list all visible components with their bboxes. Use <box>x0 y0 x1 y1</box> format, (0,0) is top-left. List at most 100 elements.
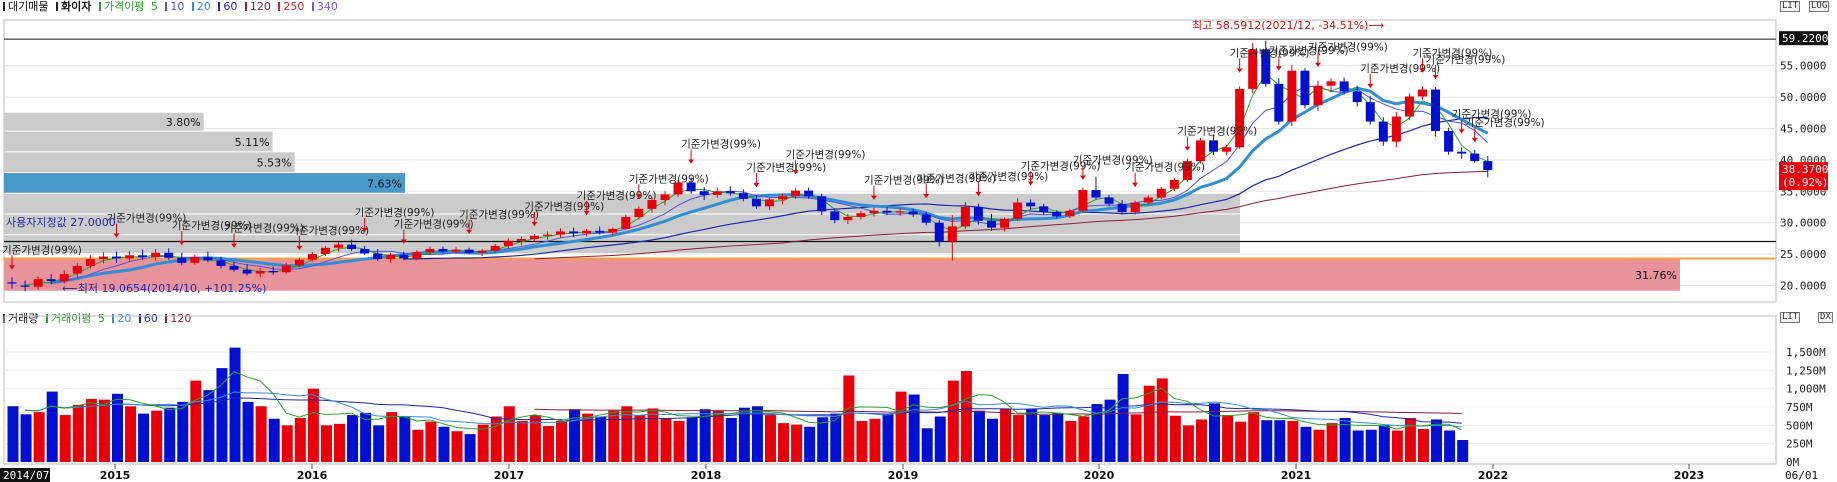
volume-tick-label: 750M <box>1786 401 1813 414</box>
adjustment-marker-arrow <box>1471 137 1478 142</box>
candle-body <box>817 196 827 212</box>
legend-volume[interactable]: 거래량 <box>8 312 39 325</box>
volume-bar <box>1222 415 1234 462</box>
x-tick-label: 2016 <box>297 469 328 482</box>
candle-body <box>281 265 291 273</box>
candle-body <box>294 259 304 266</box>
candle-body <box>686 182 696 192</box>
candle-body <box>647 200 657 209</box>
linear-scale-button[interactable]: LIT <box>1780 1 1801 12</box>
candle-body <box>1052 211 1062 217</box>
volume-bar <box>177 401 189 462</box>
legend-volume-ma[interactable]: 거래이평 <box>50 312 92 325</box>
legend-vma-120[interactable]: 120 <box>170 312 192 325</box>
volume-bar <box>1117 374 1129 462</box>
adjustment-label: 기준가변경(99%) <box>355 206 435 219</box>
candle-body <box>1261 49 1271 84</box>
legend-ma-10[interactable]: 10 <box>170 0 185 13</box>
volume-bar <box>242 401 254 462</box>
adjustment-label: 기준가변경(99%) <box>459 208 539 221</box>
legend-ticker[interactable]: 화이자 <box>60 0 92 13</box>
candle-body <box>85 259 95 266</box>
candle-body <box>1000 218 1010 228</box>
volume-bar <box>1300 426 1312 462</box>
volume-bar <box>503 406 515 462</box>
adjustment-label: 기준가변경(99%) <box>864 174 944 187</box>
adjustment-marker-arrow <box>1315 62 1321 67</box>
close-panel-button[interactable]: DX <box>1818 312 1833 323</box>
legend-vma-20[interactable]: 20 <box>117 312 132 325</box>
volume-bar <box>320 425 332 462</box>
x-tick-label: 2015 <box>100 469 131 482</box>
candle-body <box>1417 89 1427 97</box>
adjustment-marker-arrow <box>583 210 590 215</box>
volume-bar <box>490 416 502 462</box>
candle-body <box>608 228 618 233</box>
candle-body <box>856 213 866 217</box>
legend-ma-120[interactable]: 120 <box>249 0 271 13</box>
candle-body <box>334 244 343 248</box>
low-annotation: ⟵최저 19.0654(2014/10, +101.25%) <box>62 282 266 295</box>
log-scale-button[interactable]: LOG <box>1809 1 1830 12</box>
volume-bar <box>516 420 528 462</box>
current-price-label-bg <box>1779 162 1828 191</box>
legend-ma-5[interactable]: 5 <box>150 0 158 13</box>
volume-ma5-line <box>25 371 1462 431</box>
candle-body <box>190 257 200 263</box>
candle-body <box>111 256 121 259</box>
volume-bar <box>817 417 829 462</box>
candle-body <box>947 226 957 242</box>
adjustment-marker-arrow <box>635 194 642 199</box>
adjustment-label: 기준가변경(99%) <box>916 172 996 185</box>
adjustment-marker-arrow <box>113 233 120 238</box>
legend-vma-60[interactable]: 60 <box>143 312 158 325</box>
volume-bar <box>1274 420 1286 462</box>
volume-bar <box>569 409 581 462</box>
candle-body <box>255 271 265 274</box>
supply-bar-percent: 3.80% <box>166 116 201 129</box>
legend-price-ma[interactable]: 가격이평 <box>103 0 145 13</box>
candle-body <box>673 182 683 195</box>
candle-body <box>660 194 670 201</box>
candle-body <box>778 196 788 200</box>
legend-vma-5[interactable]: 5 <box>97 312 105 325</box>
volume-bar <box>125 406 137 462</box>
candle-body <box>360 249 370 254</box>
volume-bar <box>1156 378 1168 462</box>
volume-bar <box>1091 404 1103 462</box>
legend-ma-340[interactable]: 340 <box>316 0 338 13</box>
supply-bar <box>4 112 204 131</box>
volume-bar <box>1313 429 1325 462</box>
volume-bar <box>987 418 998 462</box>
candle-body <box>921 214 931 223</box>
volume-bar <box>608 410 620 462</box>
volume-bar <box>621 406 633 462</box>
adjustment-marker-arrow <box>923 193 930 198</box>
volume-scale-button[interactable]: LIT <box>1780 312 1801 323</box>
legend-ma-250[interactable]: 250 <box>283 0 305 13</box>
candle-body <box>98 256 108 260</box>
candle-body <box>1431 89 1441 131</box>
x-tick-label: 2022 <box>1478 469 1509 482</box>
supply-bar-percent: 5.11% <box>235 136 270 149</box>
volume-bar <box>438 426 450 462</box>
legend-supply[interactable]: 대기매물 <box>8 0 49 13</box>
volume-bar <box>1052 412 1064 462</box>
volume-bar <box>751 406 763 462</box>
candle-body <box>412 252 422 259</box>
x-tick-label: 2020 <box>1084 469 1115 482</box>
adjustment-marker-arrow <box>1027 181 1034 186</box>
volume-bar <box>1248 412 1260 462</box>
candle-body <box>804 190 814 197</box>
legend-ma-60[interactable]: 60 <box>223 0 238 13</box>
adjustment-marker-arrow <box>1184 146 1191 151</box>
candle-body <box>1352 91 1362 103</box>
volume-bar <box>1078 416 1090 462</box>
adjustment-label: 기준가변경(99%) <box>1269 44 1349 57</box>
volume-bar <box>934 416 946 462</box>
candle-body <box>738 193 748 199</box>
adjustment-marker-arrow <box>1419 68 1426 73</box>
candle-body <box>464 249 474 253</box>
legend-ma-20[interactable]: 20 <box>196 0 211 13</box>
